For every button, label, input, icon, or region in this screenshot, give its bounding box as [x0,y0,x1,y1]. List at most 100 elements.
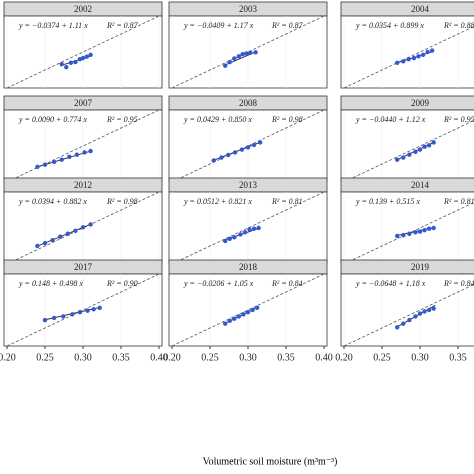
data-point [429,48,435,53]
equation: y = −0.0409 + 1.17 x [183,21,254,30]
data-point [251,142,257,148]
data-point [227,318,232,323]
data-point [420,52,426,58]
data-point [51,159,57,165]
one-to-one-line [343,201,474,265]
panel-background [340,273,474,347]
data-point [254,305,260,311]
equation: y = −0.0648 + 1.18 x [355,279,426,288]
data-point [413,230,418,235]
panel-title: 2018 [239,262,258,272]
data-point [84,54,90,59]
panel-title: 2007 [74,98,93,108]
data-point [211,158,216,163]
r-squared: R² = 0.98 [271,115,303,124]
data-point [61,314,66,319]
data-point [68,60,74,65]
r-squared: R² = 0.87 [271,21,304,30]
x-tick-label: 0.20 [163,352,181,363]
panel-title: 2014 [411,180,430,190]
panel-strip [340,95,474,111]
data-point [431,140,436,145]
data-point [35,243,40,249]
panel-title: 2004 [411,4,430,14]
equation: y = 0.0090 + 0.774 x [18,115,87,124]
data-point [242,230,248,235]
one-to-one-line [171,273,325,347]
data-point [426,307,432,313]
x-tick-label: 0.25 [36,352,54,363]
panel-title: 2003 [239,4,258,14]
panel-background [340,15,474,89]
data-point [42,162,48,167]
data-point [73,59,78,65]
r-squared: R² = 0.84 [271,279,303,288]
data-point [422,227,427,233]
data-point [247,227,252,232]
x-tick-label: 0.35 [277,352,295,363]
panel-title: 2019 [411,262,430,272]
r-squared: R² = 0.81 [443,197,474,206]
data-point [232,316,237,321]
data-point [401,321,406,326]
panel-title: 2002 [74,4,92,14]
data-point [67,154,72,159]
data-point [35,164,40,170]
data-point [417,147,423,152]
panel-strip [340,177,474,193]
data-point [80,55,86,61]
one-to-one-line [6,109,160,183]
data-point [406,57,411,62]
data-point [431,306,436,311]
panel-title: 2008 [239,98,258,108]
data-point [59,62,64,67]
data-point [85,308,90,313]
data-point [416,54,421,59]
data-point [70,312,75,317]
r-squared: R² = 0.84 [443,279,474,288]
data-point [42,317,48,323]
data-point [401,59,406,64]
data-point [227,236,232,241]
one-to-one-line [343,25,474,89]
data-point [227,59,232,65]
data-point [97,305,102,311]
equation: y = 0.0394 + 0.882 x [18,197,87,206]
data-point [401,233,406,238]
data-point [80,225,86,230]
panel-title: 2013 [239,180,258,190]
data-point [239,147,245,152]
equation: y = 0.0512 + 0.821 x [183,197,252,206]
x-tick-label: 0.35 [449,352,467,363]
x-tick-label: 0.25 [201,352,219,363]
equation: y = 0.0354 + 0.899 x [355,21,424,30]
data-point [422,309,427,314]
data-point [426,226,432,231]
data-point [42,240,48,246]
panel-title: 2012 [74,180,92,190]
data-point [223,238,228,244]
data-point [407,231,412,236]
data-point [426,143,432,148]
data-point [77,309,83,315]
data-point [395,325,400,330]
one-to-one-line [6,15,160,89]
r-squared: R² = 0.81 [271,197,303,206]
one-to-one-line [6,191,160,265]
data-point [232,56,237,61]
x-tick-label: 0.20 [0,352,16,363]
x-tick-label: 0.40 [150,352,168,363]
data-point [425,49,430,55]
data-point [64,64,69,70]
data-point [407,152,412,157]
data-point [73,228,78,234]
panel-title: 2017 [74,262,93,272]
data-point [413,149,418,154]
panel-background [340,191,474,265]
data-point [226,152,231,158]
data-point [65,231,71,236]
data-point [219,155,224,160]
panel-strip [340,1,474,17]
data-point [245,309,251,315]
equation: y = −0.0206 + 1.05 x [183,279,254,288]
